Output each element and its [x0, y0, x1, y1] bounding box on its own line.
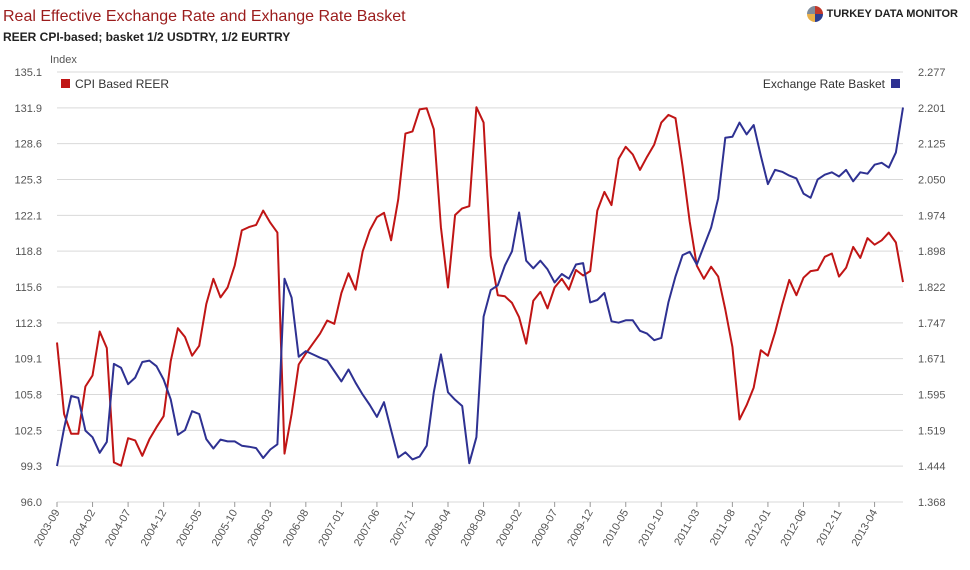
y-left-tick-label: 96.0 [21, 497, 42, 509]
x-tick-label: 2004-02 [68, 508, 99, 549]
x-tick-label: 2012-06 [778, 508, 809, 549]
x-tick-label: 2005-10 [210, 508, 241, 549]
x-tick-label: 2005-05 [174, 508, 205, 549]
y-right-tick-label: 1.974 [918, 210, 946, 222]
x-tick-label: 2004-12 [139, 508, 170, 549]
chart-title: Real Effective Exchange Rate and Exhange… [3, 8, 406, 25]
legend: CPI Based REER Exchange Rate Basket [61, 77, 900, 91]
legend-swatch [61, 79, 70, 88]
x-tick-label: 2003-09 [32, 508, 63, 549]
chart-subtitle: REER CPI-based; basket 1/2 USDTRY, 1/2 E… [3, 30, 291, 44]
x-tick-label: 2007-06 [352, 508, 383, 549]
pie-chart-logo-icon [806, 6, 823, 22]
x-tick-label: 2008-09 [459, 508, 490, 549]
series-line-0 [56, 106, 904, 467]
x-axis: 2003-09 2004-02 2004-07 2004-12 2005-05 2005-… [32, 502, 880, 548]
y-left-tick-label: 131.9 [14, 103, 42, 115]
grid-lines [57, 71, 903, 503]
x-tick-label: 2007-11 [388, 508, 418, 548]
x-tick-label: 2007-01 [316, 508, 347, 549]
y-right-tick-label: 1.671 [918, 354, 946, 366]
y-left-tick-label: 102.5 [14, 425, 42, 437]
x-tick-label: 2009-07 [530, 508, 561, 549]
x-tick-label: 2010-05 [601, 508, 632, 549]
y-left-tick-label: 122.1 [14, 210, 42, 222]
y-axis-right: 1.368 1.444 1.519 1.595 1.671 1.747 1.822 1.898… [918, 67, 946, 509]
x-tick-label: 2012-01 [743, 508, 774, 549]
x-tick-label: 2009-12 [565, 508, 596, 549]
y-right-tick-label: 2.125 [918, 139, 946, 151]
brand-name: TURKEY DATA MONITOR [826, 8, 958, 20]
y-right-tick-label: 2.201 [918, 103, 946, 115]
y-left-tick-label: 109.1 [14, 354, 42, 366]
y-left-tick-label: 128.6 [14, 139, 42, 151]
y-left-tick-label: 115.6 [15, 282, 42, 294]
y-right-tick-label: 1.822 [918, 282, 946, 294]
y-left-tick-label: 99.3 [21, 461, 42, 473]
y-left-tick-label: 105.8 [14, 390, 42, 402]
y-left-tick-label: 135.1 [14, 67, 42, 79]
x-tick-label: 2012-11 [814, 508, 844, 548]
x-tick-label: 2008-04 [423, 508, 454, 549]
x-tick-label: 2011-03 [672, 508, 702, 548]
y-left-tick-label: 118.8 [15, 246, 42, 258]
y-right-tick-label: 1.444 [918, 461, 946, 473]
legend-label: CPI Based REER [75, 77, 169, 91]
x-tick-label: 2010-10 [636, 508, 667, 549]
x-tick-label: 2011-08 [708, 508, 738, 548]
y-right-tick-label: 1.595 [918, 390, 946, 402]
y-right-tick-label: 1.747 [918, 318, 946, 330]
x-tick-label: 2004-07 [103, 508, 134, 549]
y-left-tick-label: 125.3 [14, 175, 42, 187]
y-axis-left: 96.0 99.3 102.5 105.8 109.1 112.3 115.6 118.8 12… [14, 67, 42, 509]
x-tick-label: 2009-02 [494, 508, 525, 549]
series-line-1 [56, 107, 904, 467]
legend-swatch [891, 79, 900, 88]
series-lines [56, 106, 904, 467]
legend-label: Exchange Rate Basket [763, 77, 886, 91]
y-right-tick-label: 2.050 [918, 175, 946, 187]
y-right-tick-label: 1.368 [918, 497, 946, 509]
y-left-tick-label: 112.3 [15, 318, 42, 330]
y-right-tick-label: 2.277 [918, 67, 946, 79]
x-tick-label: 2013-04 [850, 508, 881, 549]
y-right-tick-label: 1.519 [918, 425, 946, 437]
x-tick-label: 2006-03 [245, 508, 276, 549]
brand-logo: TURKEY DATA MONITOR [806, 6, 958, 22]
y-axis-label: Index [50, 54, 77, 66]
y-right-tick-label: 1.898 [918, 246, 946, 258]
x-tick-label: 2006-08 [281, 508, 312, 549]
